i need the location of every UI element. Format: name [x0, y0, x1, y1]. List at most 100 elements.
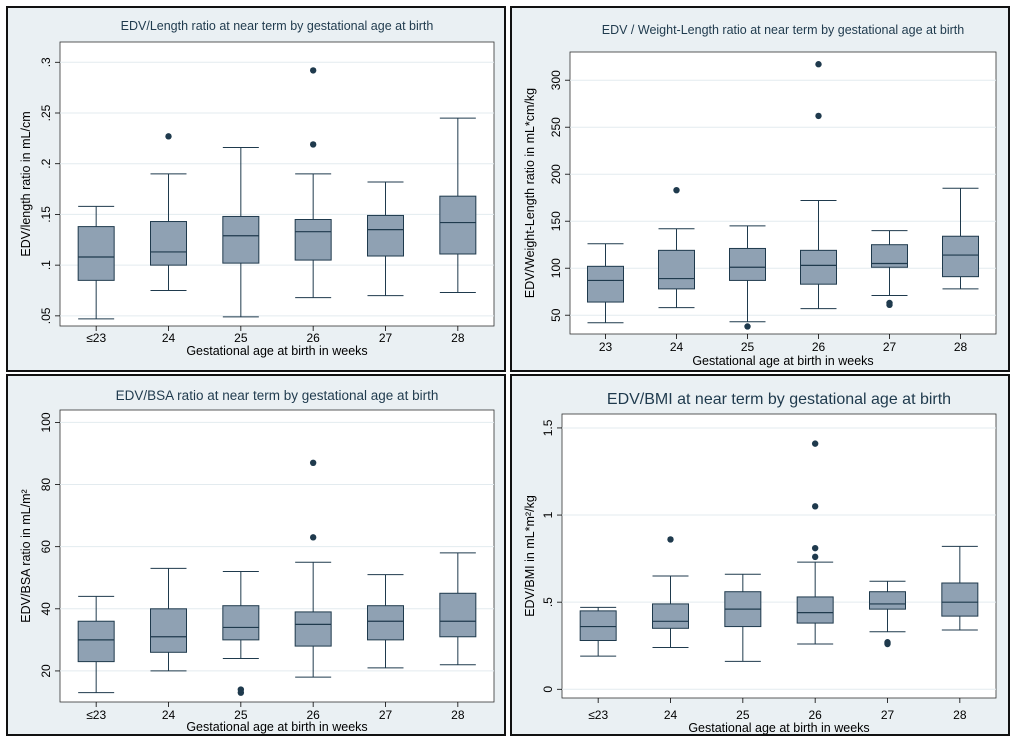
y-tick-label: .1 [39, 260, 53, 270]
chart-title: EDV/BSA ratio at near term by gestationa… [116, 388, 439, 403]
box-27 [367, 181, 404, 297]
box-25 [724, 573, 762, 662]
panel-edv-bsa: 20 40 60 80 100 ≤23 24 25 26 27 28 EDV/BSA ratio at… [6, 374, 506, 736]
x-tick-label: 27 [379, 331, 393, 345]
box-iqr [871, 244, 908, 268]
x-tick-label: ≤23 [588, 708, 608, 722]
y-tick-label: 40 [39, 602, 53, 616]
y-axis-label: EDV/length ratio in mL/cm [19, 111, 33, 256]
box-≤23 [579, 606, 617, 657]
chart-title: EDV/Length ratio at near term by gestati… [121, 19, 434, 33]
x-tick-label: 25 [234, 331, 248, 345]
plot-area [561, 413, 997, 699]
outlier-point [237, 686, 245, 693]
box-iqr [294, 219, 332, 261]
outlier-point [309, 534, 317, 541]
x-tick-label: 27 [883, 340, 897, 354]
box-24 [150, 567, 187, 672]
box-iqr [294, 611, 332, 647]
box-28 [942, 187, 979, 290]
outlier-point [309, 459, 317, 467]
box-24 [150, 133, 187, 291]
box-iqr [658, 249, 695, 290]
box-iqr [869, 591, 906, 610]
y-tick-label: 300 [549, 70, 563, 90]
outlier-point [884, 639, 891, 646]
box-iqr [800, 249, 837, 285]
x-tick-label: ≤23 [86, 331, 106, 345]
box-24 [658, 186, 695, 309]
plot-area [569, 51, 997, 335]
y-tick-label: 1.5 [541, 419, 555, 436]
x-tick-label: 25 [741, 340, 755, 354]
x-tick-label: 25 [736, 708, 750, 722]
chart-edv-length: .05 .1 .15 .2 .25 .3 ≤23 24 25 26 27 28 EDV/Length r… [19, 19, 495, 358]
outlier-point [815, 112, 822, 120]
x-tick-label: 28 [451, 331, 465, 345]
chart-edv-bmi: 0 .5 1 1.5 ≤23 24 25 26 27 28 EDV/BMI at near term… [523, 391, 997, 734]
x-axis-label: Gestational age at birth in weeks [186, 344, 367, 358]
box-iqr [439, 195, 477, 255]
outlier-point [744, 323, 751, 330]
box-iqr [150, 608, 187, 653]
plot-area [59, 409, 495, 703]
panel-edv-length: .05 .1 .15 .2 .25 .3 ≤23 24 25 26 27 28 EDV/Length r… [6, 6, 506, 372]
panel-edv-bmi: 0 .5 1 1.5 ≤23 24 25 26 27 28 EDV/BMI at near term… [510, 374, 1010, 736]
y-tick-label: 1 [541, 511, 555, 518]
box-25 [729, 225, 766, 330]
x-tick-label: 24 [162, 708, 176, 722]
box-iqr [367, 605, 404, 641]
x-tick-label: 23 [599, 340, 613, 354]
y-axis-label: EDV/BSA ratio in mL/m² [19, 489, 33, 622]
box-iqr [942, 235, 979, 278]
y-tick-label: 80 [39, 478, 53, 492]
box-24 [652, 536, 689, 648]
x-axis-label: Gestational age at birth in weeks [692, 354, 873, 368]
y-tick-label: .25 [39, 104, 53, 121]
box-27 [367, 574, 404, 669]
outlier-point [886, 299, 893, 307]
box-iqr [579, 610, 617, 642]
x-tick-label: 26 [306, 331, 320, 345]
box-26 [800, 61, 837, 310]
y-axis-label: EDV/BMI in mL*m²/kg [523, 495, 537, 617]
x-axis-label: Gestational age at birth in weeks [186, 720, 367, 734]
chart-title: EDV/BMI at near term by gestational age … [607, 391, 951, 408]
x-tick-label: ≤23 [86, 708, 106, 722]
box-iqr [796, 596, 834, 624]
y-axis-label: EDV/Weight-Length ratio in mL*cm/kg [523, 88, 537, 298]
chart-title: EDV / Weight-Length ratio at near term b… [602, 23, 965, 37]
box-28 [941, 545, 979, 631]
box-iqr [367, 214, 404, 257]
y-tick-label: 150 [549, 211, 563, 231]
y-tick-label: 250 [549, 117, 563, 137]
y-tick-label: 200 [549, 164, 563, 184]
outlier-point [815, 61, 822, 68]
x-tick-label: 26 [812, 340, 826, 354]
y-tick-label: .15 [39, 206, 53, 223]
x-tick-label: 27 [379, 708, 393, 722]
box-≤23 [77, 205, 115, 320]
box-iqr [150, 221, 187, 266]
y-tick-label: .3 [39, 57, 53, 67]
box-25 [222, 146, 260, 318]
box-iqr [77, 226, 115, 281]
x-tick-label: 25 [234, 708, 248, 722]
outlier-point [309, 141, 317, 148]
plot-area [59, 41, 495, 327]
y-tick-label: 50 [549, 308, 563, 322]
y-tick-label: 100 [39, 412, 53, 432]
y-tick-label: .5 [541, 597, 555, 607]
x-tick-label: 26 [808, 708, 822, 722]
box-26 [294, 459, 332, 678]
box-iqr [729, 247, 766, 281]
outlier-point [811, 553, 819, 561]
y-tick-label: .05 [39, 307, 53, 324]
box-27 [871, 230, 908, 309]
box-iqr [652, 603, 689, 629]
y-tick-label: 0 [541, 686, 555, 693]
y-tick-label: 60 [39, 540, 53, 554]
box-28 [439, 552, 477, 666]
x-tick-label: 27 [881, 708, 895, 722]
outlier-point [811, 440, 819, 447]
